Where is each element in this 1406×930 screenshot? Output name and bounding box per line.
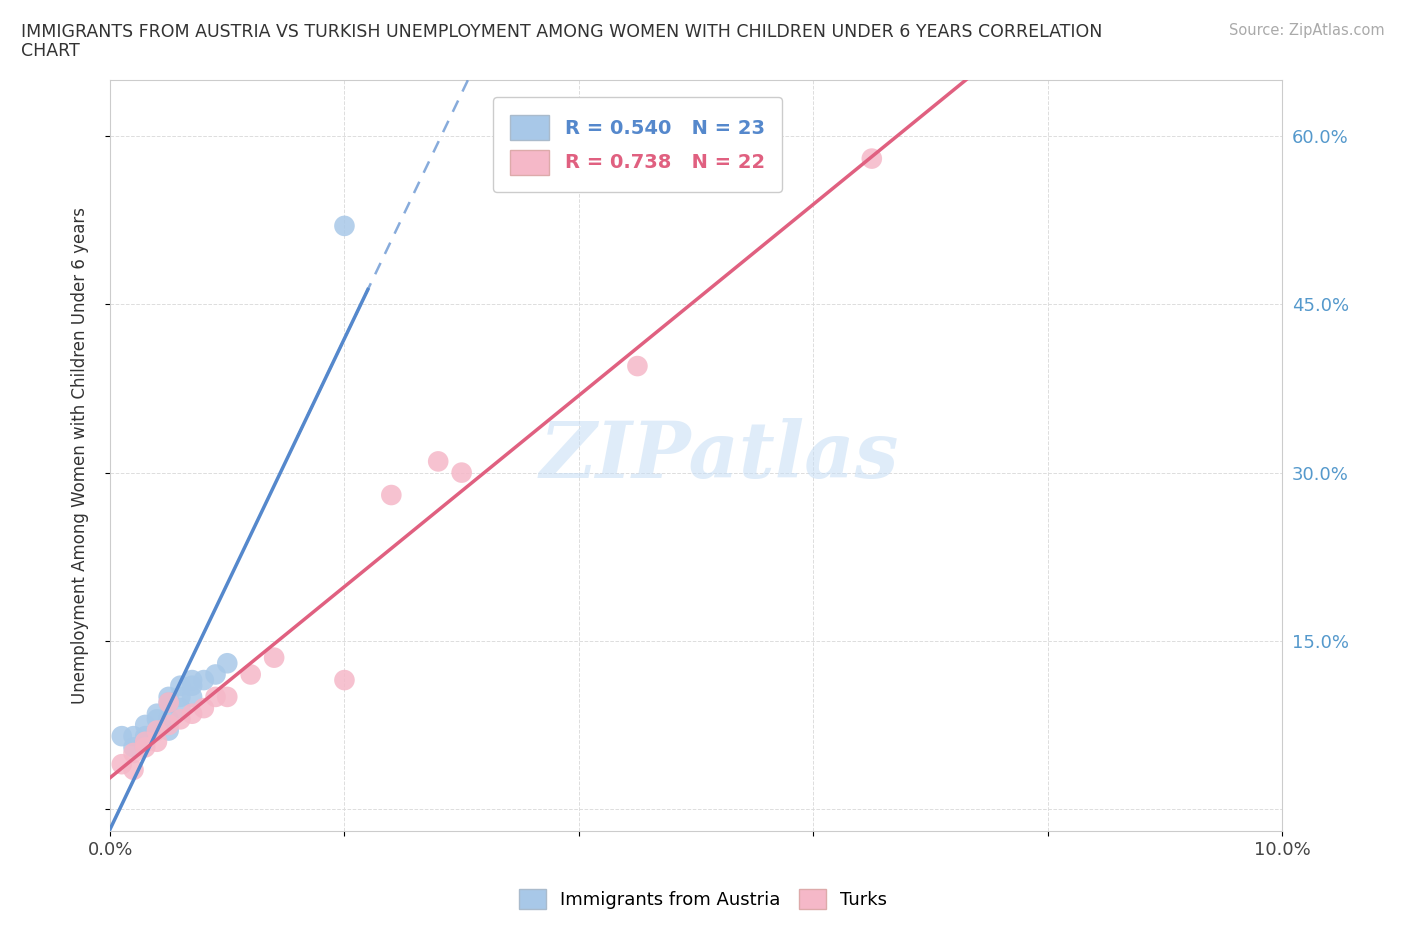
- Point: [146, 706, 169, 721]
- Y-axis label: Unemployment Among Women with Children Under 6 years: Unemployment Among Women with Children U…: [72, 207, 89, 704]
- Point: [134, 735, 156, 750]
- Point: [169, 711, 191, 726]
- Point: [134, 740, 156, 755]
- Point: [111, 729, 134, 744]
- Text: Source: ZipAtlas.com: Source: ZipAtlas.com: [1229, 23, 1385, 38]
- Point: [134, 729, 156, 744]
- Point: [157, 695, 180, 710]
- Text: IMMIGRANTS FROM AUSTRIA VS TURKISH UNEMPLOYMENT AMONG WOMEN WITH CHILDREN UNDER : IMMIGRANTS FROM AUSTRIA VS TURKISH UNEMP…: [21, 23, 1102, 41]
- Point: [169, 689, 191, 704]
- Point: [169, 678, 191, 693]
- Point: [134, 718, 156, 733]
- Point: [450, 465, 472, 480]
- Point: [122, 763, 145, 777]
- Point: [157, 724, 180, 738]
- Point: [193, 700, 215, 715]
- Point: [122, 746, 145, 761]
- Point: [146, 735, 169, 750]
- Point: [146, 724, 169, 738]
- Point: [169, 700, 191, 715]
- Point: [157, 695, 180, 710]
- Text: CHART: CHART: [21, 42, 80, 60]
- Point: [380, 487, 402, 502]
- Point: [146, 724, 169, 738]
- Point: [204, 667, 226, 682]
- Point: [134, 735, 156, 750]
- Point: [204, 689, 226, 704]
- Point: [157, 718, 180, 733]
- Point: [427, 454, 450, 469]
- Legend: R = 0.540   N = 23, R = 0.738   N = 22: R = 0.540 N = 23, R = 0.738 N = 22: [492, 98, 782, 192]
- Point: [217, 689, 239, 704]
- Point: [333, 672, 356, 687]
- Legend: Immigrants from Austria, Turks: Immigrants from Austria, Turks: [512, 882, 894, 916]
- Point: [860, 152, 883, 166]
- Point: [146, 711, 169, 726]
- Point: [263, 650, 285, 665]
- Point: [239, 667, 262, 682]
- Point: [181, 689, 204, 704]
- Point: [181, 678, 204, 693]
- Point: [157, 711, 180, 726]
- Point: [181, 672, 204, 687]
- Point: [122, 740, 145, 755]
- Point: [122, 729, 145, 744]
- Point: [157, 689, 180, 704]
- Point: [181, 706, 204, 721]
- Point: [626, 359, 648, 374]
- Point: [111, 757, 134, 772]
- Point: [193, 672, 215, 687]
- Text: ZIPatlas: ZIPatlas: [540, 418, 900, 494]
- Point: [333, 219, 356, 233]
- Point: [217, 656, 239, 671]
